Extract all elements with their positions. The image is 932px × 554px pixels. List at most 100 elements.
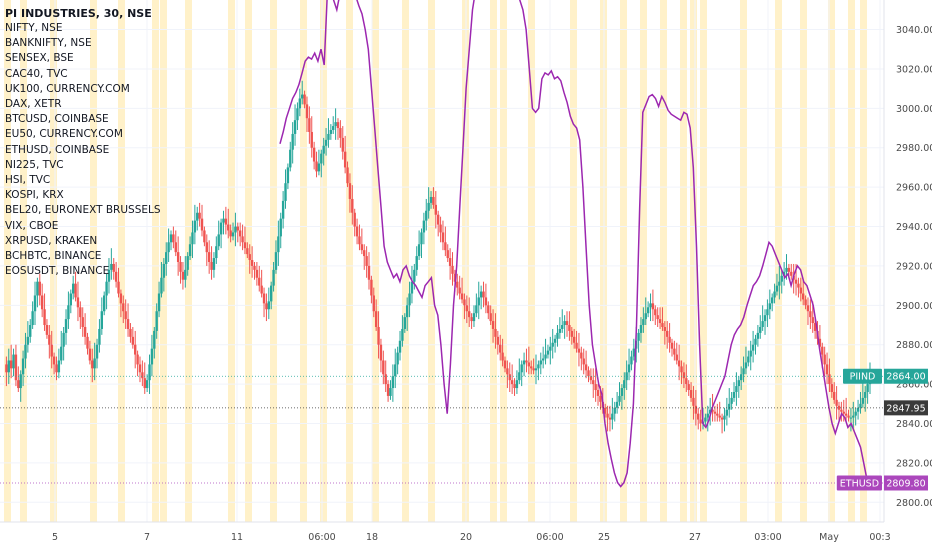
legend-item[interactable]: SENSEX, BSE [5, 52, 74, 65]
candle-body [346, 167, 349, 184]
candle [518, 358, 521, 385]
y-tick-label: 2940.00 [896, 222, 932, 233]
candle-body [167, 242, 170, 253]
candle-body [310, 131, 313, 148]
candle-body [98, 328, 101, 345]
legend-item[interactable]: ETHUSD, COINBASE [5, 143, 110, 156]
candle [663, 321, 667, 345]
candle [844, 397, 848, 422]
candle-body [117, 281, 120, 294]
candle-body [222, 218, 225, 223]
candle [625, 360, 628, 391]
candle [172, 226, 175, 249]
legend-item[interactable]: HSI, TVC [5, 174, 51, 187]
x-tick-label: 03:00 [754, 532, 781, 543]
candle-body [456, 281, 459, 288]
legend-item[interactable]: NIFTY, NSE [5, 22, 63, 34]
candle [21, 350, 25, 387]
candle-body [854, 411, 857, 416]
candle [611, 397, 614, 430]
candle-body [19, 374, 22, 389]
candle-body [613, 407, 616, 414]
candle [699, 409, 702, 432]
chart-title[interactable]: PI INDUSTRIES, 30, NSE [5, 7, 152, 20]
candle [460, 277, 464, 304]
candle [298, 88, 302, 117]
candle-body [510, 380, 514, 385]
candle [804, 295, 807, 310]
legend-item[interactable]: KOSPI, KRX [5, 189, 64, 202]
session-band [570, 0, 577, 522]
legend-item[interactable]: EOSUSDT, BINANCE [5, 265, 110, 278]
candle-body [756, 332, 760, 339]
candle [234, 212, 237, 247]
legend-item[interactable]: EU50, CURRENCY.COM [5, 128, 123, 141]
candle-body [150, 348, 154, 365]
candle [191, 220, 194, 259]
legend-item[interactable]: XRPUSD, KRAKEN [5, 234, 98, 247]
candle [7, 348, 10, 385]
candle-body [246, 248, 249, 255]
candle [692, 386, 695, 420]
candle-body [551, 342, 554, 347]
candle-body [203, 230, 206, 243]
candle-body [782, 271, 786, 276]
candle [768, 289, 772, 320]
candle [654, 305, 657, 326]
candle-body [553, 338, 557, 343]
candle [43, 293, 46, 331]
x-tick-label: 25 [598, 532, 610, 543]
candle [544, 338, 547, 365]
candle-body [470, 317, 473, 322]
candle-body [761, 321, 764, 327]
candle-body [673, 348, 676, 355]
candle-body [367, 265, 371, 280]
candle [112, 258, 115, 280]
y-tick-label: 2880.00 [896, 340, 932, 351]
candle [436, 210, 440, 237]
candle-body [713, 411, 717, 414]
candle [713, 405, 717, 422]
candle-body [322, 145, 325, 154]
candle-body [176, 252, 180, 262]
legend-item[interactable]: BANKNIFTY, NSE [5, 37, 92, 50]
candle [227, 208, 230, 239]
legend-item[interactable]: NI225, TVC [5, 158, 64, 171]
candle [859, 391, 862, 414]
candle-body [441, 232, 445, 243]
candle [384, 360, 387, 392]
candle-body [169, 234, 173, 243]
candle-body [718, 415, 721, 418]
legend-item[interactable]: BTCUSD, COINBASE [5, 113, 109, 126]
session-band [270, 0, 277, 522]
legend-item[interactable]: CAC40, TVC [5, 67, 68, 80]
session-band [118, 0, 125, 522]
candle [744, 346, 748, 375]
candle-body [809, 311, 812, 318]
candle [675, 342, 678, 365]
candle [441, 220, 445, 251]
candle [19, 370, 22, 402]
candle [503, 356, 507, 373]
x-tick-label: 5 [52, 532, 58, 543]
candle-body [93, 358, 96, 369]
candle [646, 301, 650, 318]
legend-item[interactable]: BEL20, EURONEXT BRUSSELS [5, 204, 161, 217]
candle [262, 287, 266, 318]
legend-item[interactable]: DAX, XETR [5, 98, 62, 111]
candle-body [446, 250, 449, 259]
legend-item[interactable]: UK100, CURRENCY.COM [5, 82, 130, 95]
candle [114, 261, 118, 288]
legend-item[interactable]: VIX, CBOE [5, 219, 59, 232]
candle [160, 261, 163, 298]
legend-item[interactable]: BCHBTC, BINANCE [5, 250, 102, 263]
candle-body [415, 256, 418, 270]
candle [637, 328, 640, 353]
candle [138, 356, 142, 383]
session-band [300, 0, 307, 522]
candle [222, 210, 225, 235]
candle [415, 246, 418, 276]
candle-body [515, 380, 519, 389]
